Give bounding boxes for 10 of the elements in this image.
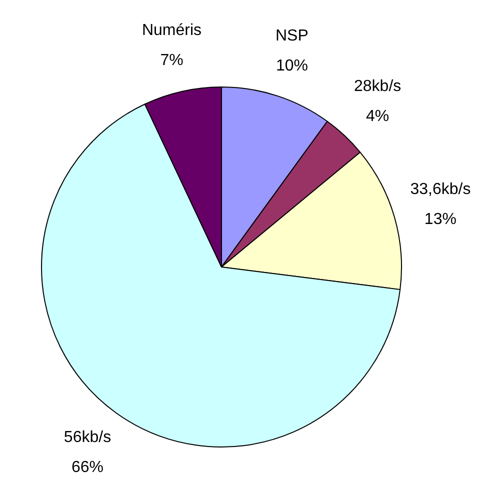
data-label: 4% bbox=[366, 108, 390, 126]
slice-label: 28kb/s bbox=[354, 78, 402, 96]
data-label: 10% bbox=[276, 58, 308, 75]
data-label: 66% bbox=[71, 458, 104, 476]
data-label: 7% bbox=[160, 52, 184, 69]
slice-label: 33,6kb/s bbox=[410, 180, 471, 198]
slice-label: NSP bbox=[276, 28, 308, 45]
data-label: 13% bbox=[424, 210, 456, 228]
slice-label: 56kb/s bbox=[64, 428, 112, 446]
slice-label: Numéris bbox=[142, 22, 202, 39]
